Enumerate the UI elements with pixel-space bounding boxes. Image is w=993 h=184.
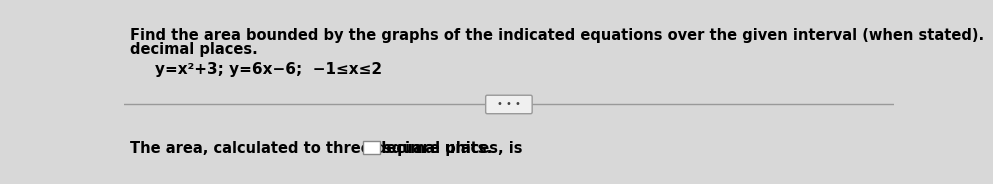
Text: • • •: • • • xyxy=(496,100,521,109)
Text: y=x²+3; y=6x−6;  −1≤x≤2: y=x²+3; y=6x−6; −1≤x≤2 xyxy=(155,62,382,77)
Text: Find the area bounded by the graphs of the indicated equations over the given in: Find the area bounded by the graphs of t… xyxy=(130,28,993,43)
Text: decimal places.: decimal places. xyxy=(130,42,258,57)
FancyBboxPatch shape xyxy=(362,141,380,154)
Text: square units.: square units. xyxy=(383,141,493,156)
Text: The area, calculated to three decimal places, is: The area, calculated to three decimal pl… xyxy=(130,141,523,156)
FancyBboxPatch shape xyxy=(486,95,532,114)
